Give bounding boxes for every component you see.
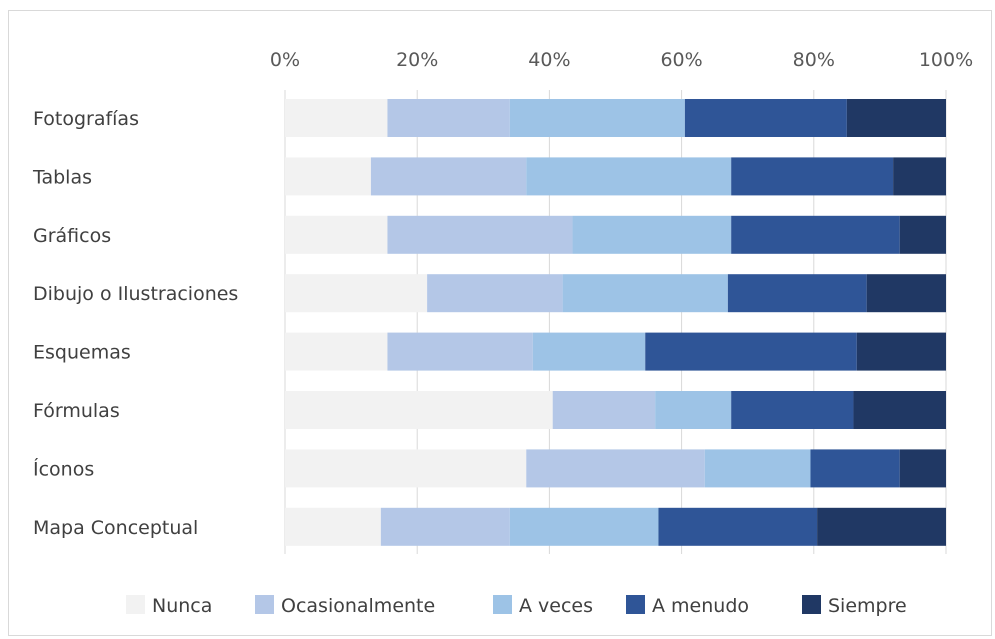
category-label: Íconos	[33, 457, 94, 480]
bar-segment	[684, 99, 847, 137]
x-tick-label: 60%	[660, 49, 702, 71]
bar-segment	[866, 274, 946, 313]
bar-segment	[731, 215, 900, 254]
x-tick-label: 0%	[270, 49, 300, 71]
x-tick-label: 40%	[528, 49, 570, 71]
bar-segment	[526, 449, 705, 488]
legend-swatch	[802, 595, 821, 614]
bar-segment	[285, 157, 371, 196]
category-label: Fórmulas	[33, 400, 120, 422]
legend-label: Siempre	[828, 595, 907, 617]
bar-segment	[427, 274, 563, 313]
legend-label: Nunca	[152, 595, 212, 617]
bar-segment	[810, 449, 900, 488]
bar-segment	[285, 391, 553, 429]
bar-segment	[562, 274, 728, 313]
category-label: Dibujo o Ilustraciones	[33, 283, 238, 305]
bar-segment	[817, 507, 946, 546]
category-label: Mapa Conceptual	[33, 517, 198, 539]
bar-segment	[704, 449, 811, 488]
bar-segment	[645, 332, 857, 371]
bar-segment	[526, 157, 732, 196]
legend-swatch	[626, 595, 645, 614]
bar-segment	[509, 99, 685, 137]
bar-segment	[532, 332, 646, 371]
bar-segment	[846, 99, 946, 137]
x-tick-label: 20%	[396, 49, 438, 71]
bar-segment	[387, 215, 573, 254]
bar-segment	[380, 507, 510, 546]
bar-segment	[387, 332, 533, 371]
legend-label: Ocasionalmente	[281, 595, 435, 617]
legend-label: A veces	[519, 595, 593, 617]
category-label: Gráficos	[33, 225, 111, 247]
bar-segment	[893, 157, 946, 196]
bar-segment	[370, 157, 527, 196]
bar-segment	[552, 391, 656, 429]
bar-segment	[655, 391, 732, 429]
category-label: Esquemas	[33, 342, 131, 364]
bar-segment	[658, 507, 818, 546]
bar-segment	[731, 391, 854, 429]
bar-segment	[727, 274, 867, 313]
bar-segment	[731, 157, 894, 196]
bar-segment	[285, 507, 381, 546]
bar-segment	[899, 449, 946, 488]
bar-segment	[285, 449, 527, 488]
category-label: Tablas	[32, 166, 92, 188]
legend-label: A menudo	[652, 595, 749, 617]
category-label: Fotografías	[33, 108, 139, 130]
bar-segment	[853, 391, 946, 429]
legend-swatch	[126, 595, 145, 614]
legend-swatch	[255, 595, 274, 614]
bar-segment	[285, 99, 388, 137]
bar-segment	[285, 332, 388, 371]
bar-segment	[387, 99, 510, 137]
x-tick-label: 100%	[919, 49, 973, 71]
bar-segment	[285, 215, 388, 254]
bar-segment	[509, 507, 659, 546]
bar-segment	[856, 332, 946, 371]
legend-swatch	[493, 595, 512, 614]
bar-segment	[285, 274, 428, 313]
bar-segment	[899, 215, 946, 254]
bar-segment	[572, 215, 732, 254]
x-tick-label: 80%	[793, 49, 835, 71]
